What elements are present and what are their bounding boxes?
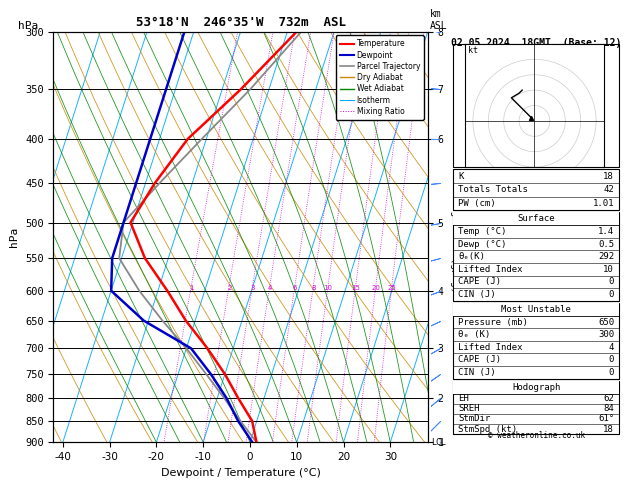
Legend: Temperature, Dewpoint, Parcel Trajectory, Dry Adiabat, Wet Adiabat, Isotherm, Mi: Temperature, Dewpoint, Parcel Trajectory… [336,35,424,120]
Text: Most Unstable: Most Unstable [501,305,571,313]
Y-axis label: Mixing Ratio (g/kg): Mixing Ratio (g/kg) [450,181,460,293]
Text: Surface: Surface [518,214,555,224]
Title: 53°18'N  246°35'W  732m  ASL: 53°18'N 246°35'W 732m ASL [136,16,345,29]
Bar [453,212,619,226]
Bar [453,212,619,300]
Text: LCL: LCL [431,438,447,447]
Text: Temp (°C): Temp (°C) [459,227,507,236]
Text: 25: 25 [387,285,396,291]
Text: EH: EH [459,394,469,403]
Text: 02.05.2024  18GMT  (Base: 12): 02.05.2024 18GMT (Base: 12) [451,38,621,48]
Text: K: K [459,172,464,180]
Text: 0.5: 0.5 [598,240,614,249]
Bar [453,303,619,316]
Text: km
ASL: km ASL [430,9,447,31]
Text: 6: 6 [292,285,298,291]
Text: 2: 2 [227,285,231,291]
Text: Lifted Index: Lifted Index [459,265,523,274]
Text: 18: 18 [603,172,614,180]
Text: θₑ (K): θₑ (K) [459,330,491,339]
Text: 0: 0 [609,368,614,377]
Text: 4: 4 [268,285,272,291]
Text: hPa: hPa [18,21,38,31]
Text: θₑ(K): θₑ(K) [459,252,485,261]
Text: 84: 84 [603,404,614,414]
Text: kt: kt [468,46,478,55]
Text: 61°: 61° [598,415,614,423]
Text: 10: 10 [324,285,333,291]
Text: 292: 292 [598,252,614,261]
Bar [453,303,619,379]
Text: 1.4: 1.4 [598,227,614,236]
Text: PW (cm): PW (cm) [459,199,496,208]
Text: 0: 0 [609,290,614,299]
Text: CIN (J): CIN (J) [459,368,496,377]
Text: SREH: SREH [459,404,480,414]
Text: 3: 3 [250,285,255,291]
Text: CAPE (J): CAPE (J) [459,355,501,364]
Bar [453,381,619,394]
Text: Pressure (mb): Pressure (mb) [459,317,528,327]
Text: 18: 18 [603,424,614,434]
Y-axis label: hPa: hPa [9,227,19,247]
Text: CIN (J): CIN (J) [459,290,496,299]
Bar [453,381,619,434]
Text: Lifted Index: Lifted Index [459,343,523,352]
Text: Totals Totals: Totals Totals [459,185,528,194]
Text: CAPE (J): CAPE (J) [459,278,501,286]
X-axis label: Dewpoint / Temperature (°C): Dewpoint / Temperature (°C) [160,468,321,478]
Text: 0: 0 [609,355,614,364]
Text: 15: 15 [352,285,360,291]
Text: 4: 4 [609,343,614,352]
Text: 20: 20 [372,285,381,291]
Text: Hodograph: Hodograph [512,383,560,392]
Text: Dewp (°C): Dewp (°C) [459,240,507,249]
Text: 62: 62 [603,394,614,403]
Text: 650: 650 [598,317,614,327]
Text: StmSpd (kt): StmSpd (kt) [459,424,518,434]
Text: 1.01: 1.01 [593,199,614,208]
Text: 1: 1 [189,285,194,291]
Text: 0: 0 [609,278,614,286]
Text: 42: 42 [603,185,614,194]
Text: 8: 8 [311,285,316,291]
Text: 300: 300 [598,330,614,339]
Text: © weatheronline.co.uk: © weatheronline.co.uk [487,431,585,440]
Text: 10: 10 [603,265,614,274]
Bar [453,44,619,167]
Bar [453,169,619,210]
Text: StmDir: StmDir [459,415,491,423]
